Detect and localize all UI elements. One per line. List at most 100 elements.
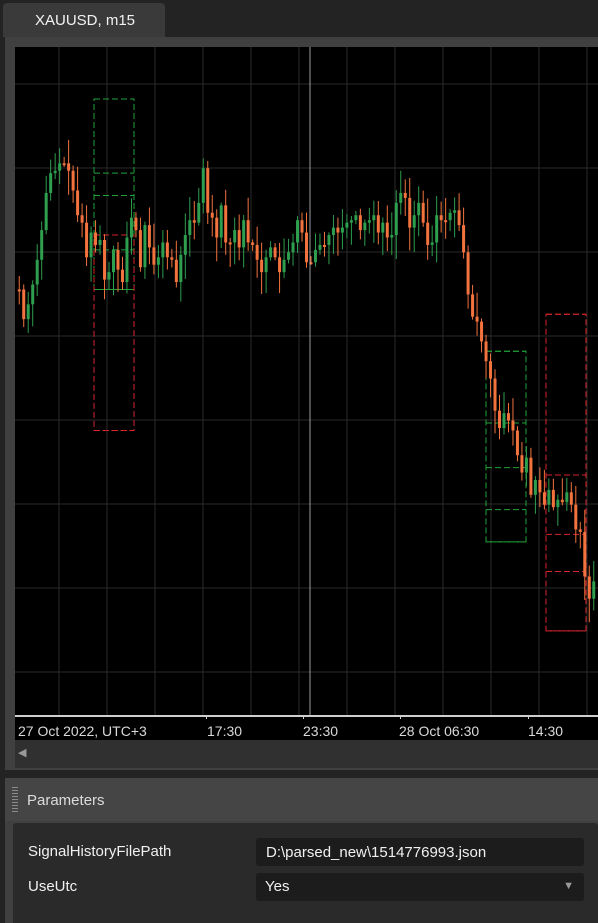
bullish-candle (49, 173, 53, 193)
bullish-candle (533, 479, 537, 495)
bullish-candle (331, 227, 335, 236)
bearish-candle (462, 225, 466, 253)
bearish-candle (484, 341, 488, 362)
bullish-candle (448, 212, 452, 221)
bullish-candle (390, 235, 394, 238)
bearish-candle (529, 457, 533, 495)
bullish-candle (282, 259, 286, 273)
time-axis-label: 17:30 (207, 723, 243, 739)
bearish-candle (376, 215, 380, 233)
bearish-candle (305, 232, 308, 263)
sell-signal-box (545, 313, 587, 632)
bullish-candle (524, 457, 528, 473)
bullish-candle (296, 220, 300, 243)
bearish-candle (80, 215, 84, 223)
bearish-candle (574, 504, 578, 530)
time-axis-label: 14:30 (528, 723, 564, 739)
parameter-label: UseUtc (28, 878, 78, 895)
bullish-candle (125, 237, 129, 283)
bullish-candle (107, 272, 111, 280)
candlestick-chart (15, 47, 598, 715)
bearish-candle (165, 242, 169, 258)
bearish-candle (480, 321, 484, 342)
parameters-list: SignalHistoryFilePath UseUtc Yes ▼ (13, 823, 598, 923)
bearish-candle (538, 479, 542, 493)
bullish-candle (40, 230, 44, 260)
bullish-candle (430, 242, 434, 245)
bearish-candle (493, 378, 497, 411)
bullish-candle (349, 220, 353, 223)
bullish-candle (89, 232, 93, 258)
bullish-candle (233, 230, 237, 243)
time-axis-tick (400, 715, 401, 719)
parameters-header[interactable]: Parameters (5, 778, 598, 821)
bearish-candle (569, 492, 573, 505)
bullish-candle (399, 192, 403, 203)
scroll-left-icon[interactable]: ◀ (18, 747, 27, 759)
bullish-candle (201, 168, 205, 203)
bearish-candle (116, 249, 120, 270)
bearish-candle (152, 247, 156, 265)
bearish-candle (403, 192, 407, 198)
bearish-candle (120, 269, 124, 283)
bullish-candle (394, 202, 398, 236)
bullish-candle (287, 252, 291, 260)
chart-scrollbar[interactable]: ◀ (15, 740, 598, 768)
use-utc-select[interactable]: Yes ▼ (256, 873, 584, 901)
bullish-candle (453, 210, 457, 213)
bullish-candle (264, 257, 268, 273)
chart-tab[interactable]: XAUUSD, m15 (3, 3, 165, 37)
bearish-candle (94, 232, 98, 245)
bullish-candle (372, 215, 376, 221)
bearish-candle (511, 420, 515, 431)
signal-history-file-path-input[interactable] (256, 838, 584, 866)
dropdown-caret-icon: ▼ (563, 880, 574, 892)
bearish-candle (246, 220, 250, 243)
bearish-candle (206, 168, 210, 213)
parameters-title: Parameters (27, 792, 105, 809)
bearish-candle (426, 222, 430, 245)
bullish-candle (435, 215, 439, 243)
bullish-candle (53, 170, 57, 174)
bullish-candle (179, 254, 183, 283)
bullish-candle (219, 205, 223, 238)
bearish-candle (71, 170, 75, 191)
bearish-candle (85, 222, 89, 258)
bullish-candle (412, 215, 416, 228)
bullish-candle (354, 215, 358, 221)
bearish-candle (515, 430, 519, 456)
time-axis-tick (303, 715, 304, 719)
bullish-candle (98, 239, 102, 245)
time-axis-line (15, 715, 598, 717)
bearish-candle (210, 212, 214, 218)
price-chart[interactable] (15, 47, 598, 715)
bearish-candle (174, 259, 178, 283)
bullish-candle (381, 222, 385, 233)
bearish-candle (170, 257, 174, 260)
bullish-candle (313, 249, 317, 263)
time-axis-tick (206, 715, 207, 719)
bearish-candle (224, 205, 228, 243)
bearish-candle (578, 529, 582, 532)
bullish-candle (363, 222, 367, 231)
bullish-candle (547, 489, 551, 505)
bearish-candle (444, 220, 448, 223)
bullish-candle (58, 163, 62, 171)
bullish-candle (44, 192, 48, 231)
bearish-candle (62, 163, 66, 166)
bearish-candle (215, 217, 219, 238)
bearish-candle (466, 252, 470, 295)
drag-grip-icon[interactable] (12, 787, 18, 813)
bearish-candle (237, 230, 241, 248)
parameter-row-use-utc: UseUtc Yes ▼ (13, 873, 598, 901)
bearish-candle (583, 531, 587, 577)
bullish-candle (327, 235, 331, 245)
bearish-candle (475, 316, 479, 322)
bullish-candle (318, 244, 322, 250)
bearish-candle (385, 222, 389, 238)
bearish-candle (22, 289, 26, 320)
bearish-candle (278, 257, 282, 273)
bullish-candle (556, 499, 560, 508)
bullish-candle (188, 220, 192, 236)
bullish-candle (31, 284, 35, 305)
